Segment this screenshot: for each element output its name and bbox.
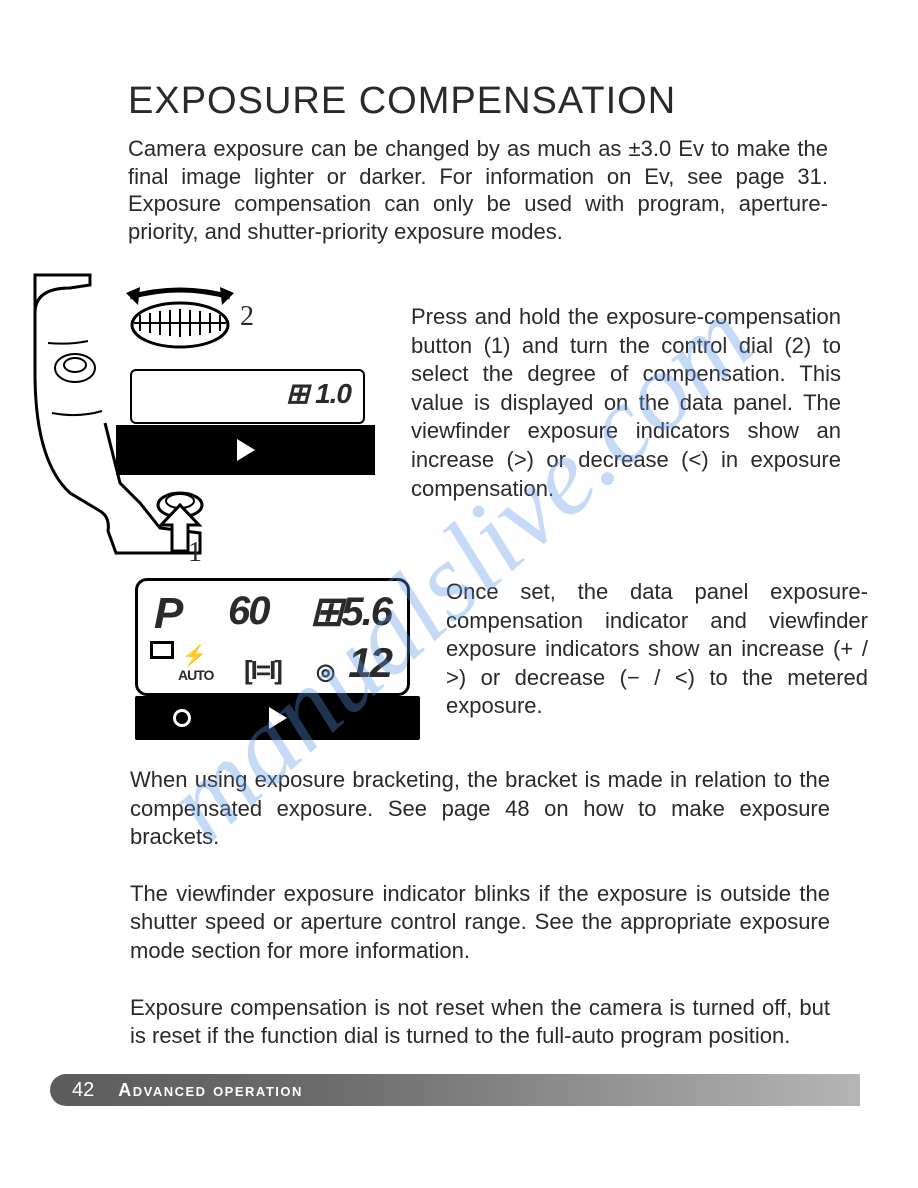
paragraph-bracketing: When using exposure bracketing, the brac…	[130, 766, 830, 852]
camera-control-diagram: 2 1 ⊞ 1.0	[30, 273, 375, 563]
paragraph-reset-note: Exposure compensation is not reset when …	[130, 994, 830, 1051]
viewfinder-bar-2	[135, 696, 420, 740]
flash-icon: ⚡	[182, 643, 207, 668]
dial-label-number: 2	[240, 301, 254, 333]
page-heading: EXPOSURE COMPENSATION	[128, 80, 868, 123]
focus-indicator-icon	[173, 709, 191, 727]
intro-paragraph: Camera exposure can be changed by as muc…	[128, 135, 828, 245]
mode-indicator: P	[154, 589, 183, 639]
eye-start-icon: ◎	[316, 659, 335, 685]
increase-indicator-icon-2	[269, 707, 287, 729]
bracket-indicator: [I=I]	[244, 655, 281, 686]
shutter-speed-value: 60	[228, 589, 269, 634]
arrow-up-icon	[155, 503, 205, 553]
page-number: 42	[72, 1079, 94, 1102]
instruction-paragraph-2: Once set, the data panel exposure-compen…	[446, 578, 868, 738]
viewfinder-indicator-bar	[116, 425, 375, 475]
section-title: Advanced operation	[118, 1080, 303, 1101]
frame-counter: 12	[348, 639, 391, 687]
paragraph-viewfinder-blink: The viewfinder exposure indicator blinks…	[130, 880, 830, 966]
data-panel-diagram: P 60 ⊞5.6 ⚡ AUTO [I=I] ◎ 12	[135, 578, 410, 738]
increase-indicator-icon	[237, 439, 255, 461]
auto-label: AUTO	[178, 667, 213, 683]
drive-mode-icon	[150, 641, 174, 659]
lcd-exposure-value: ⊞ 1.0	[286, 377, 351, 410]
aperture-value: ⊞5.6	[310, 589, 391, 635]
instruction-paragraph-1: Press and hold the exposure-compensation…	[411, 273, 841, 563]
page-footer-bar: 42 Advanced operation	[50, 1074, 860, 1106]
lcd-small-display: ⊞ 1.0	[130, 369, 365, 424]
